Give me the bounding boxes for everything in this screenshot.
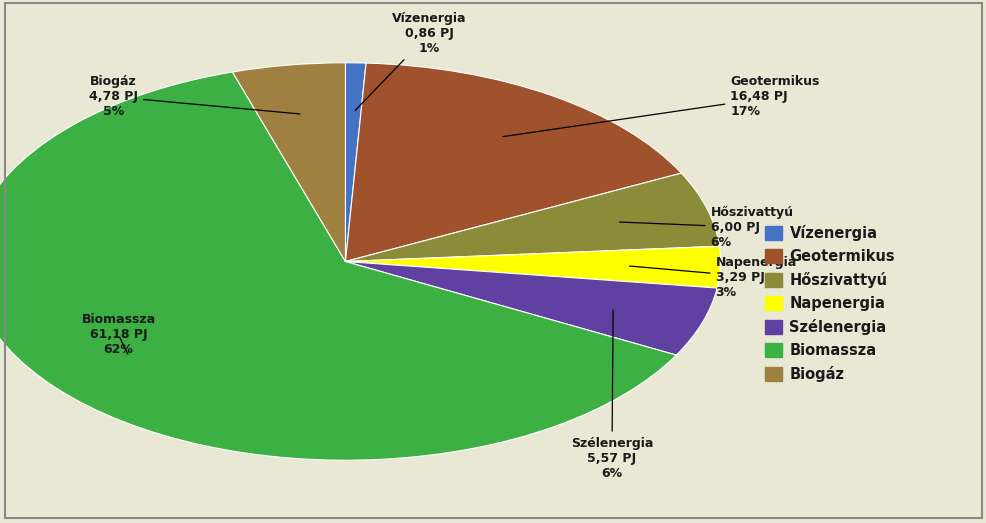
Wedge shape: [0, 72, 675, 460]
Wedge shape: [345, 173, 719, 262]
Text: Vízenergia
0,86 PJ
1%: Vízenergia 0,86 PJ 1%: [355, 12, 466, 110]
Wedge shape: [345, 63, 680, 262]
Text: Biomassza
61,18 PJ
62%: Biomassza 61,18 PJ 62%: [81, 313, 156, 356]
Wedge shape: [345, 262, 717, 355]
Legend: Vízenergia, Geotermikus, Hőszivattyú, Napenergia, Szélenergia, Biomassza, Biogáz: Vízenergia, Geotermikus, Hőszivattyú, Na…: [756, 218, 901, 389]
Text: Szélenergia
5,57 PJ
6%: Szélenergia 5,57 PJ 6%: [570, 310, 653, 480]
Wedge shape: [233, 63, 345, 262]
Text: Geotermikus
16,48 PJ
17%: Geotermikus 16,48 PJ 17%: [503, 75, 819, 137]
Text: Hőszivattyú
6,00 PJ
6%: Hőszivattyú 6,00 PJ 6%: [619, 206, 793, 249]
Text: Biogáz
4,78 PJ
5%: Biogáz 4,78 PJ 5%: [89, 75, 300, 118]
Wedge shape: [345, 246, 720, 288]
Wedge shape: [345, 63, 366, 262]
Text: Napenergia
3,29 PJ
3%: Napenergia 3,29 PJ 3%: [629, 256, 796, 299]
